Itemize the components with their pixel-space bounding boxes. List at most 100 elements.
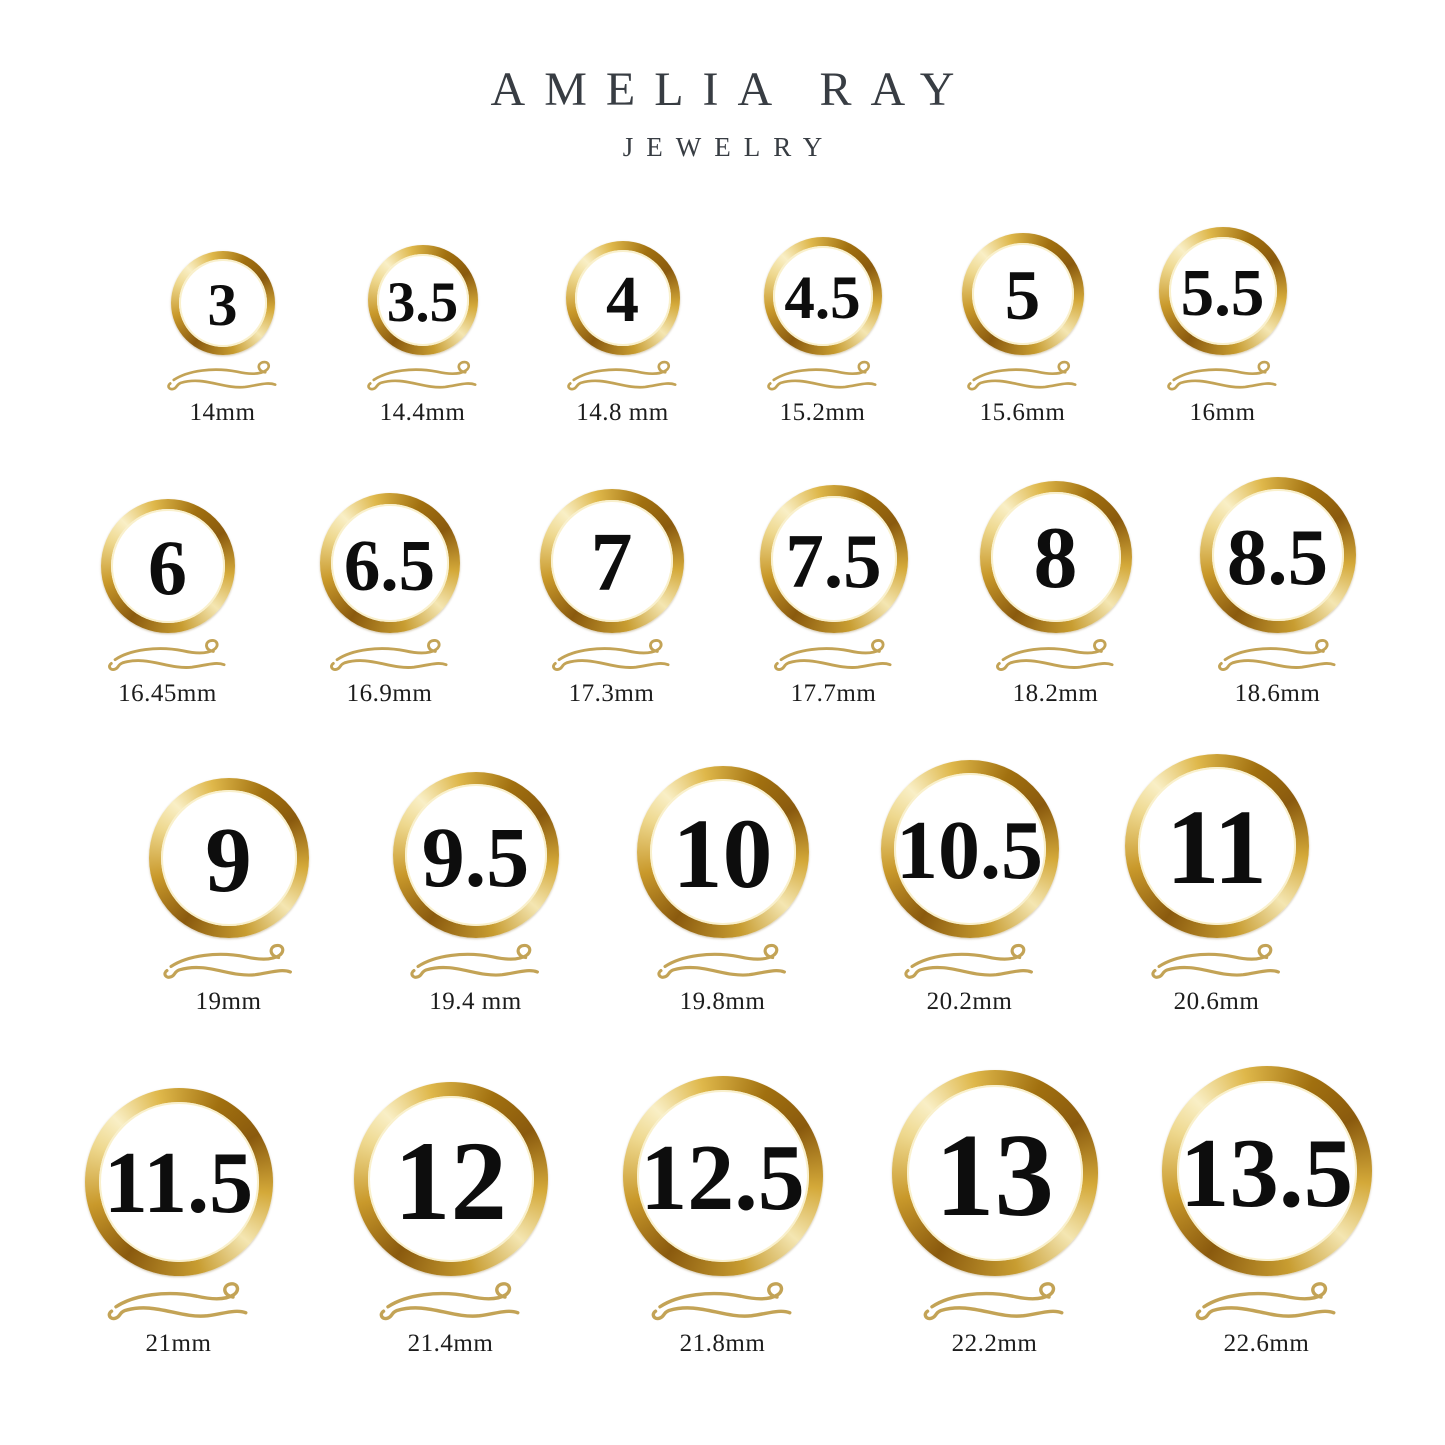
ring-size-item: 4.5 15.2mm <box>723 237 923 427</box>
gold-ring: 12 <box>353 1082 548 1276</box>
ring-inner: 3.5 <box>376 254 469 346</box>
gold-ring: 3 <box>170 251 275 355</box>
gold-ring: 7.5 <box>759 485 908 633</box>
ring-diameter-label: 20.2mm <box>926 988 1013 1015</box>
ring-diameter-label: 21.4mm <box>407 1330 494 1357</box>
ring-size-item: 5 15.6mm <box>923 233 1123 427</box>
flourish-icon <box>162 943 292 979</box>
ring-diameter-label: 19.8mm <box>679 988 766 1015</box>
brand-header: AMELIA RAY JEWELRY <box>0 0 1445 163</box>
ring-size-number: 12 <box>394 1118 507 1244</box>
gold-ring: 13.5 <box>1161 1066 1372 1276</box>
ring-size-item: 8 18.2mm <box>945 481 1167 708</box>
ring-size-item: 10 19.8mm <box>599 766 846 1016</box>
ring-size-number: 9.5 <box>421 809 530 905</box>
flourish-icon <box>995 638 1114 671</box>
gold-ring: 10 <box>636 766 809 938</box>
gold-ring: 11.5 <box>84 1088 273 1276</box>
flourish-icon <box>379 1282 519 1321</box>
ring-inner: 4.5 <box>772 246 873 346</box>
ring-size-number: 5 <box>1004 256 1041 335</box>
gold-ring: 8.5 <box>1199 477 1356 633</box>
ring-size-item: 11.5 21mm <box>43 1088 315 1358</box>
ring-inner: 5 <box>971 243 1074 345</box>
ring-inner: 7.5 <box>770 496 897 622</box>
ring-inner: 6.5 <box>330 504 449 622</box>
gold-ring: 4 <box>565 241 680 355</box>
ring-inner: 5.5 <box>1168 237 1277 345</box>
flourish-icon <box>773 638 892 671</box>
flourish-icon <box>656 943 786 979</box>
ring-size-item: 6 16.45mm <box>57 499 279 708</box>
flourish-icon <box>923 1282 1063 1321</box>
ring-size-item: 13 22.2mm <box>859 1070 1131 1358</box>
ring-row-3: 9 19mm 9.5 19.4 mm 10 19.8mm 10.5 20.2mm 11 20.6m… <box>0 754 1445 1016</box>
ring-diameter-label: 17.3mm <box>568 680 655 707</box>
flourish-icon <box>329 638 448 671</box>
gold-ring: 11 <box>1124 754 1309 938</box>
ring-size-number: 6 <box>148 524 187 611</box>
ring-size-number: 11.5 <box>103 1135 254 1232</box>
flourish-icon <box>1166 360 1277 391</box>
ring-size-number: 11 <box>1165 788 1268 907</box>
flourish-icon <box>1195 1282 1335 1321</box>
ring-size-number: 4.5 <box>784 264 861 332</box>
ring-inner: 12.5 <box>636 1090 809 1262</box>
ring-size-item: 7 17.3mm <box>501 489 723 708</box>
ring-inner: 6 <box>110 509 225 623</box>
ring-inner: 11 <box>1137 767 1296 925</box>
ring-diameter-label: 15.6mm <box>979 399 1066 426</box>
ring-size-number: 7.5 <box>785 517 882 604</box>
ring-diameter-label: 22.6mm <box>1223 1330 1310 1357</box>
ring-inner: 4 <box>574 250 671 346</box>
ring-inner: 8 <box>990 492 1121 622</box>
ring-row-2: 6 16.45mm 6.5 16.9mm 7 17.3mm 7.5 17.7mm 8 18.2mm… <box>0 477 1445 708</box>
ring-inner: 8.5 <box>1211 489 1344 621</box>
gold-ring: 9 <box>148 778 309 938</box>
gold-ring: 7 <box>539 489 684 633</box>
ring-inner: 9 <box>160 790 297 926</box>
ring-diameter-label: 20.6mm <box>1173 988 1260 1015</box>
ring-diameter-label: 19mm <box>195 988 262 1015</box>
ring-inner: 13.5 <box>1176 1081 1357 1261</box>
flourish-icon <box>966 360 1077 391</box>
ring-diameter-label: 17.7mm <box>790 680 877 707</box>
gold-ring: 5 <box>961 233 1084 355</box>
ring-diameter-label: 14.4mm <box>379 399 466 426</box>
flourish-icon <box>409 943 539 979</box>
ring-size-item: 9.5 19.4 mm <box>352 772 599 1016</box>
brand-subtitle: JEWELRY <box>622 132 836 162</box>
ring-size-number: 3 <box>207 272 238 338</box>
ring-diameter-label: 15.2mm <box>779 399 866 426</box>
ring-diameter-label: 22.2mm <box>951 1330 1038 1357</box>
flourish-icon <box>566 360 677 391</box>
gold-ring: 6 <box>100 499 235 633</box>
ring-size-number: 3.5 <box>386 270 459 334</box>
gold-ring: 3.5 <box>367 245 478 355</box>
ring-size-item: 5.5 16mm <box>1123 227 1323 427</box>
flourish-icon <box>107 1282 247 1321</box>
ring-size-item: 12 21.4mm <box>315 1082 587 1358</box>
brand-title: AMELIA RAY <box>490 63 974 116</box>
ring-inner: 7 <box>550 500 673 622</box>
ring-diameter-label: 18.2mm <box>1012 680 1099 707</box>
ring-diameter-label: 19.4 mm <box>429 988 522 1015</box>
flourish-icon <box>366 360 477 391</box>
ring-size-number: 8.5 <box>1226 511 1329 602</box>
ring-inner: 11.5 <box>98 1102 259 1262</box>
ring-row-4: 11.5 21mm 12 21.4mm 12.5 21.8mm 13 22.2mm 13.5 22… <box>0 1066 1445 1358</box>
ring-size-number: 6.5 <box>343 524 436 606</box>
ring-size-number: 10 <box>672 798 773 909</box>
ring-diameter-label: 21mm <box>145 1330 212 1357</box>
size-rows: 3 14mm 3.5 14.4mm 4 14.8 mm 4.5 15.2mm 5 15.6mm 5.… <box>0 227 1445 1358</box>
ring-size-number: 10.5 <box>896 804 1043 897</box>
ring-size-item: 13.5 22.6mm <box>1131 1066 1403 1358</box>
gold-ring: 4.5 <box>763 237 882 355</box>
ring-diameter-label: 14mm <box>189 399 256 426</box>
ring-inner: 12 <box>367 1096 534 1262</box>
ring-inner: 13 <box>906 1085 1083 1261</box>
ring-diameter-label: 14.8 mm <box>576 399 669 426</box>
ring-size-item: 9 19mm <box>105 778 352 1016</box>
gold-ring: 5.5 <box>1158 227 1287 355</box>
